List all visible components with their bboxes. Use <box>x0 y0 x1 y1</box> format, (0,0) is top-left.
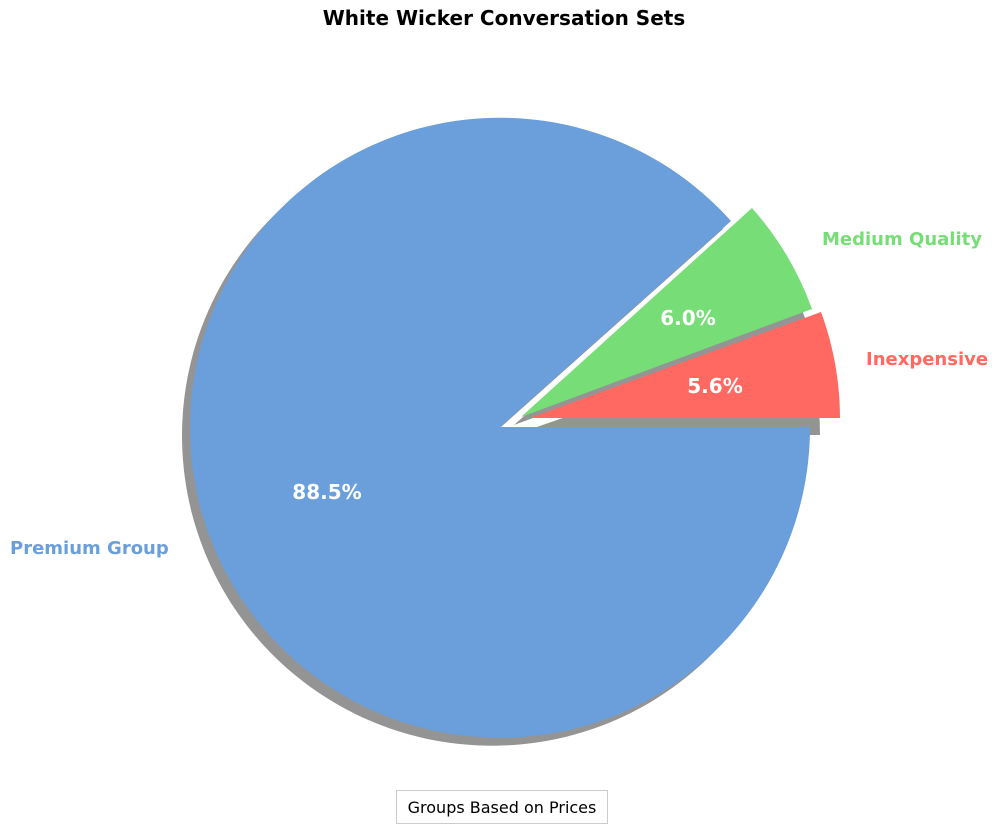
legend: Groups Based on Prices <box>396 790 608 824</box>
slice-inexpensive[interactable] <box>530 312 840 418</box>
slice-premium-group[interactable] <box>190 117 811 738</box>
pct-label-medium-quality: 6.0% <box>660 306 715 330</box>
chart-title: White Wicker Conversation Sets <box>322 6 686 30</box>
label-inexpensive: Inexpensive <box>866 349 988 370</box>
legend-title: Groups Based on Prices <box>407 797 597 817</box>
label-medium-quality: Medium Quality <box>822 229 982 250</box>
slice-medium-quality[interactable] <box>521 208 812 417</box>
pct-label-premium-group: 88.5% <box>292 480 361 504</box>
pct-label-inexpensive: 5.6% <box>687 374 742 398</box>
label-premium-group: Premium Group <box>10 538 169 559</box>
